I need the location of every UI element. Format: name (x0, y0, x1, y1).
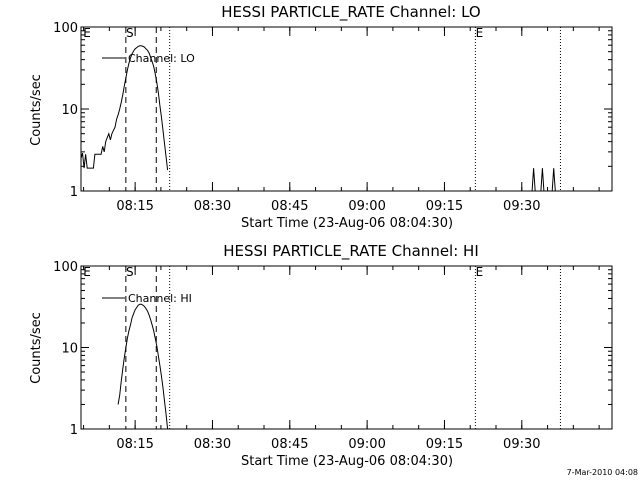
x-tick-label: 08:15 (116, 437, 153, 452)
series-group (80, 45, 556, 192)
y-tick-label: 10 (61, 103, 78, 118)
y-tick-label: 1 (70, 423, 78, 438)
y-axis-label: Counts/sec (29, 312, 44, 384)
x-tick-label: 08:45 (271, 199, 308, 214)
x-tick-label: 09:15 (426, 437, 463, 452)
chart-title: HESSI PARTICLE_RATE Channel: LO (221, 3, 480, 22)
x-axis-label: Start Time (23-Aug-06 08:04:30) (241, 216, 453, 231)
y-tick-label: 100 (53, 21, 78, 36)
x-tick-label: 09:00 (348, 199, 385, 214)
series-line (80, 45, 169, 171)
x-tick-label: 08:30 (194, 199, 231, 214)
series-line (551, 168, 556, 192)
marker-label: S (126, 26, 134, 40)
series-line (531, 168, 536, 192)
legend: Channel: HI (102, 292, 192, 305)
y-axis-label: Counts/sec (29, 74, 44, 146)
marker-label: E (476, 26, 484, 40)
x-ticks: 08:15 08:30 08:45 09:00 09:15 09:30 (83, 27, 600, 214)
x-tick-label: 09:30 (503, 199, 540, 214)
series-line (117, 303, 169, 430)
x-axis-label: Start Time (23-Aug-06 08:04:30) (241, 454, 453, 469)
x-ticks: 08:15 08:30 08:45 09:00 09:15 09:30 (83, 266, 600, 452)
plot-frame (80, 265, 613, 430)
plot-frame (80, 26, 613, 192)
marker-label: E (83, 26, 91, 40)
legend: Channel: LO (102, 52, 195, 65)
x-tick-label: 08:45 (271, 437, 308, 452)
y-tick-label: 10 (61, 342, 78, 357)
footer-timestamp: 7-Mar-2010 04:08 (567, 468, 638, 477)
x-tick-label: 09:00 (348, 437, 385, 452)
marker-label: E (83, 265, 91, 279)
x-tick-label: 09:30 (503, 437, 540, 452)
x-tick-label: 08:30 (194, 437, 231, 452)
marker-label: E (476, 265, 484, 279)
y-tick-label: 100 (53, 260, 78, 275)
marker-label: S (126, 265, 134, 279)
y-ticks: 1 10 100 (53, 260, 612, 438)
y-tick-label: 1 (70, 185, 78, 200)
panel-hi: HESSI PARTICLE_RATE Channel: HI Counts/s… (29, 242, 613, 469)
chart-title: HESSI PARTICLE_RATE Channel: HI (223, 242, 479, 261)
series-line (540, 168, 545, 192)
panel-lo: HESSI PARTICLE_RATE Channel: LO Counts/s… (29, 3, 613, 231)
legend-label: Channel: LO (128, 52, 195, 65)
legend-label: Channel: HI (128, 292, 192, 305)
series-group (117, 303, 169, 430)
x-tick-label: 09:15 (426, 199, 463, 214)
x-tick-label: 08:15 (116, 199, 153, 214)
